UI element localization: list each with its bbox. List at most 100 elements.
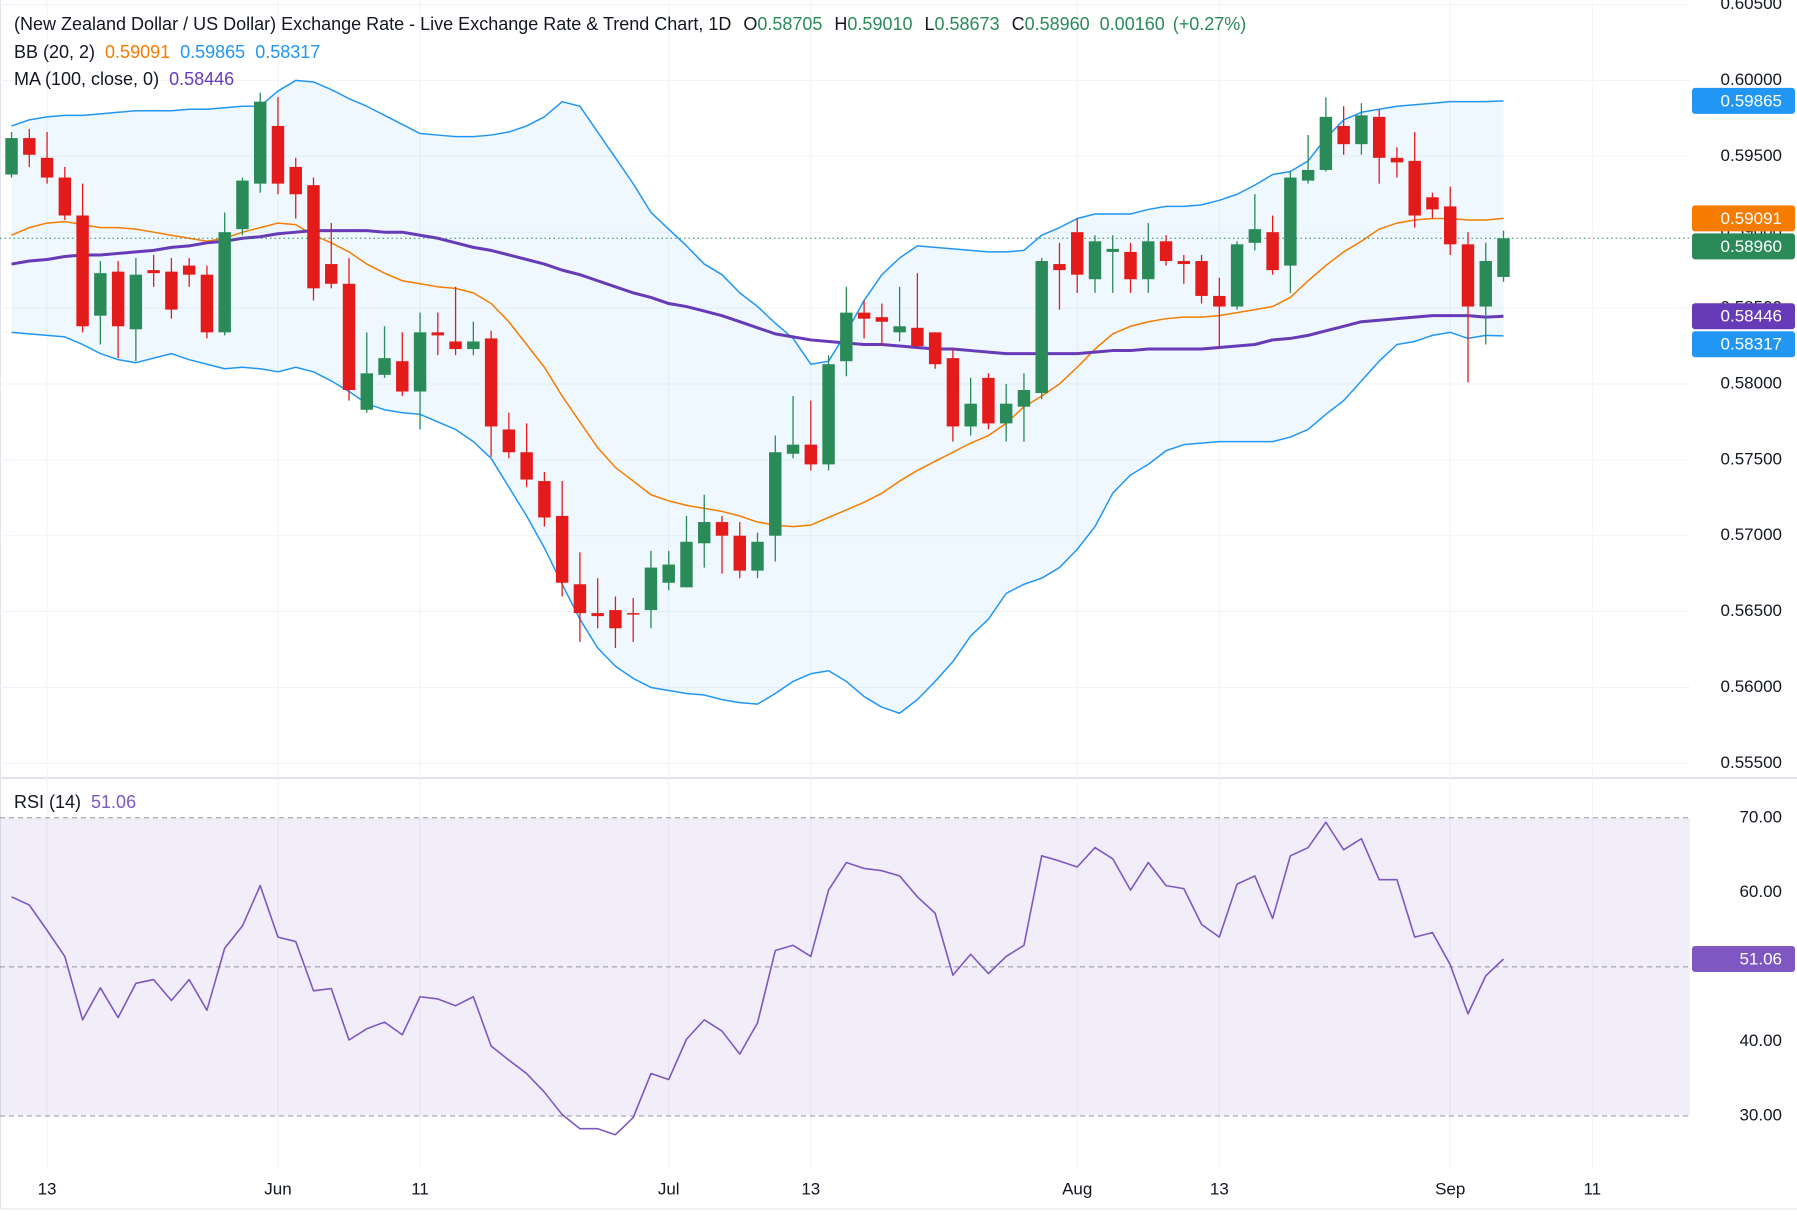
candle-body (555, 515, 569, 583)
candle-body (662, 564, 675, 583)
candle-body (1035, 261, 1048, 394)
legend-item: 0.58446 (169, 69, 234, 89)
text-layer: 13 Jun 11 Jul 13 Aug 13 Sep 11 0.55500 0.56000 0.56… (14, 0, 1782, 1198)
candle-body (147, 270, 160, 274)
candle-body (733, 535, 746, 571)
candle-body (1017, 390, 1031, 407)
x-tick-label: Sep (1435, 1179, 1465, 1198)
candle-body (165, 271, 178, 310)
candle-body (271, 125, 285, 184)
candle-body (1355, 115, 1368, 145)
candle-body (1159, 241, 1173, 262)
candle-body (236, 180, 249, 230)
candle-body (964, 403, 977, 427)
y-tick-label: 0.57500 (1721, 449, 1782, 468)
candle-body (1408, 160, 1421, 216)
candle-body (1266, 232, 1279, 271)
legend-item: MA (100, close, 0) (14, 69, 159, 89)
candle-body (928, 332, 942, 365)
candle-body (253, 101, 267, 184)
price-badge (1692, 205, 1795, 232)
candle-body (325, 264, 338, 284)
legend-item: 0.58673 (935, 14, 1000, 34)
y-tick-label: 30.00 (1739, 1106, 1782, 1125)
candle-body (1390, 157, 1404, 163)
x-tick-label: 13 (801, 1179, 820, 1198)
x-tick-label: Jul (658, 1179, 680, 1198)
y-tick-label: 0.57000 (1721, 525, 1782, 544)
candle-body (822, 364, 835, 465)
candle-body (76, 215, 89, 327)
candle-body (1337, 125, 1350, 145)
candle-body (1248, 229, 1262, 243)
candle-body (1124, 251, 1137, 280)
price-badge (1692, 331, 1795, 358)
price-badge-label: 0.58960 (1721, 237, 1782, 256)
legend-item: (+0.27%) (1173, 14, 1247, 34)
candle-body (751, 541, 764, 571)
candle-body (609, 610, 622, 629)
price-badge-label: 0.59091 (1721, 209, 1782, 228)
candle-body (431, 332, 445, 336)
y-tick-label: 60.00 (1739, 882, 1782, 901)
candle-body (1213, 295, 1226, 307)
candle-body (769, 452, 782, 536)
candle-body (129, 274, 143, 330)
candle-body (1372, 116, 1386, 158)
y-tick-label: 0.60000 (1721, 70, 1782, 89)
candle-body (520, 452, 533, 480)
x-tick-label: Aug (1062, 1179, 1092, 1198)
mark-layer (5, 92, 1510, 649)
price-badge (1692, 946, 1795, 973)
y-tick-label: 0.59500 (1721, 146, 1782, 165)
legend-item: 0.00160 (1100, 14, 1165, 34)
candle-body (715, 522, 729, 536)
candle-body (40, 157, 54, 178)
candle-body (1195, 261, 1208, 296)
candle-body (698, 522, 711, 544)
candle-body (1426, 197, 1439, 210)
y-tick-label: 0.55500 (1721, 753, 1782, 772)
y-tick-label: 0.58000 (1721, 373, 1782, 392)
candle-body (484, 338, 498, 427)
badge-layer: 51.06 0.59865 0.59091 0.58960 0.58446 0.58317 (1692, 87, 1795, 973)
x-tick-label: 13 (38, 1179, 57, 1198)
indicator-line (11, 331, 1504, 715)
candle-body (182, 265, 196, 275)
candle-body (58, 177, 72, 216)
grid-layer (0, 0, 1690, 1169)
candle-body (982, 377, 995, 424)
price-badge (1692, 233, 1795, 260)
legend: RSI (14) 51.06 (14, 792, 136, 812)
candle-body (644, 567, 658, 611)
candle-body (413, 332, 427, 392)
x-tick-label: Jun (264, 1179, 291, 1198)
indicator-line (11, 217, 1504, 528)
legend: (New Zealand Dollar / US Dollar) Exchang… (14, 14, 1246, 34)
series-line (11, 821, 1505, 1136)
candle-body (804, 444, 818, 465)
legend: MA (100, close, 0) 0.58446 (14, 69, 234, 89)
legend-item: BB (20, 2) (14, 42, 95, 62)
candle-body (449, 341, 462, 350)
candle-body (467, 341, 480, 350)
candle-body (1088, 241, 1102, 280)
candle-body (538, 481, 551, 518)
legend-item: C (1012, 14, 1025, 34)
candle-body (1142, 241, 1155, 280)
candle-body (875, 317, 889, 322)
x-tick-label: 11 (411, 1179, 429, 1198)
candle-body (1479, 261, 1492, 307)
legend-item: 0.59865 (180, 42, 245, 62)
legend-item: 51.06 (91, 792, 136, 812)
candle-body (626, 613, 640, 615)
legend-item: 0.59010 (847, 14, 912, 34)
candle-body (999, 403, 1013, 424)
candle-body (396, 361, 409, 392)
candle-body (1319, 116, 1333, 170)
legend-item: 0.58960 (1025, 14, 1090, 34)
y-tick-label: 0.60500 (1721, 0, 1782, 13)
candle-body (1053, 264, 1066, 271)
candle-body (200, 274, 214, 333)
